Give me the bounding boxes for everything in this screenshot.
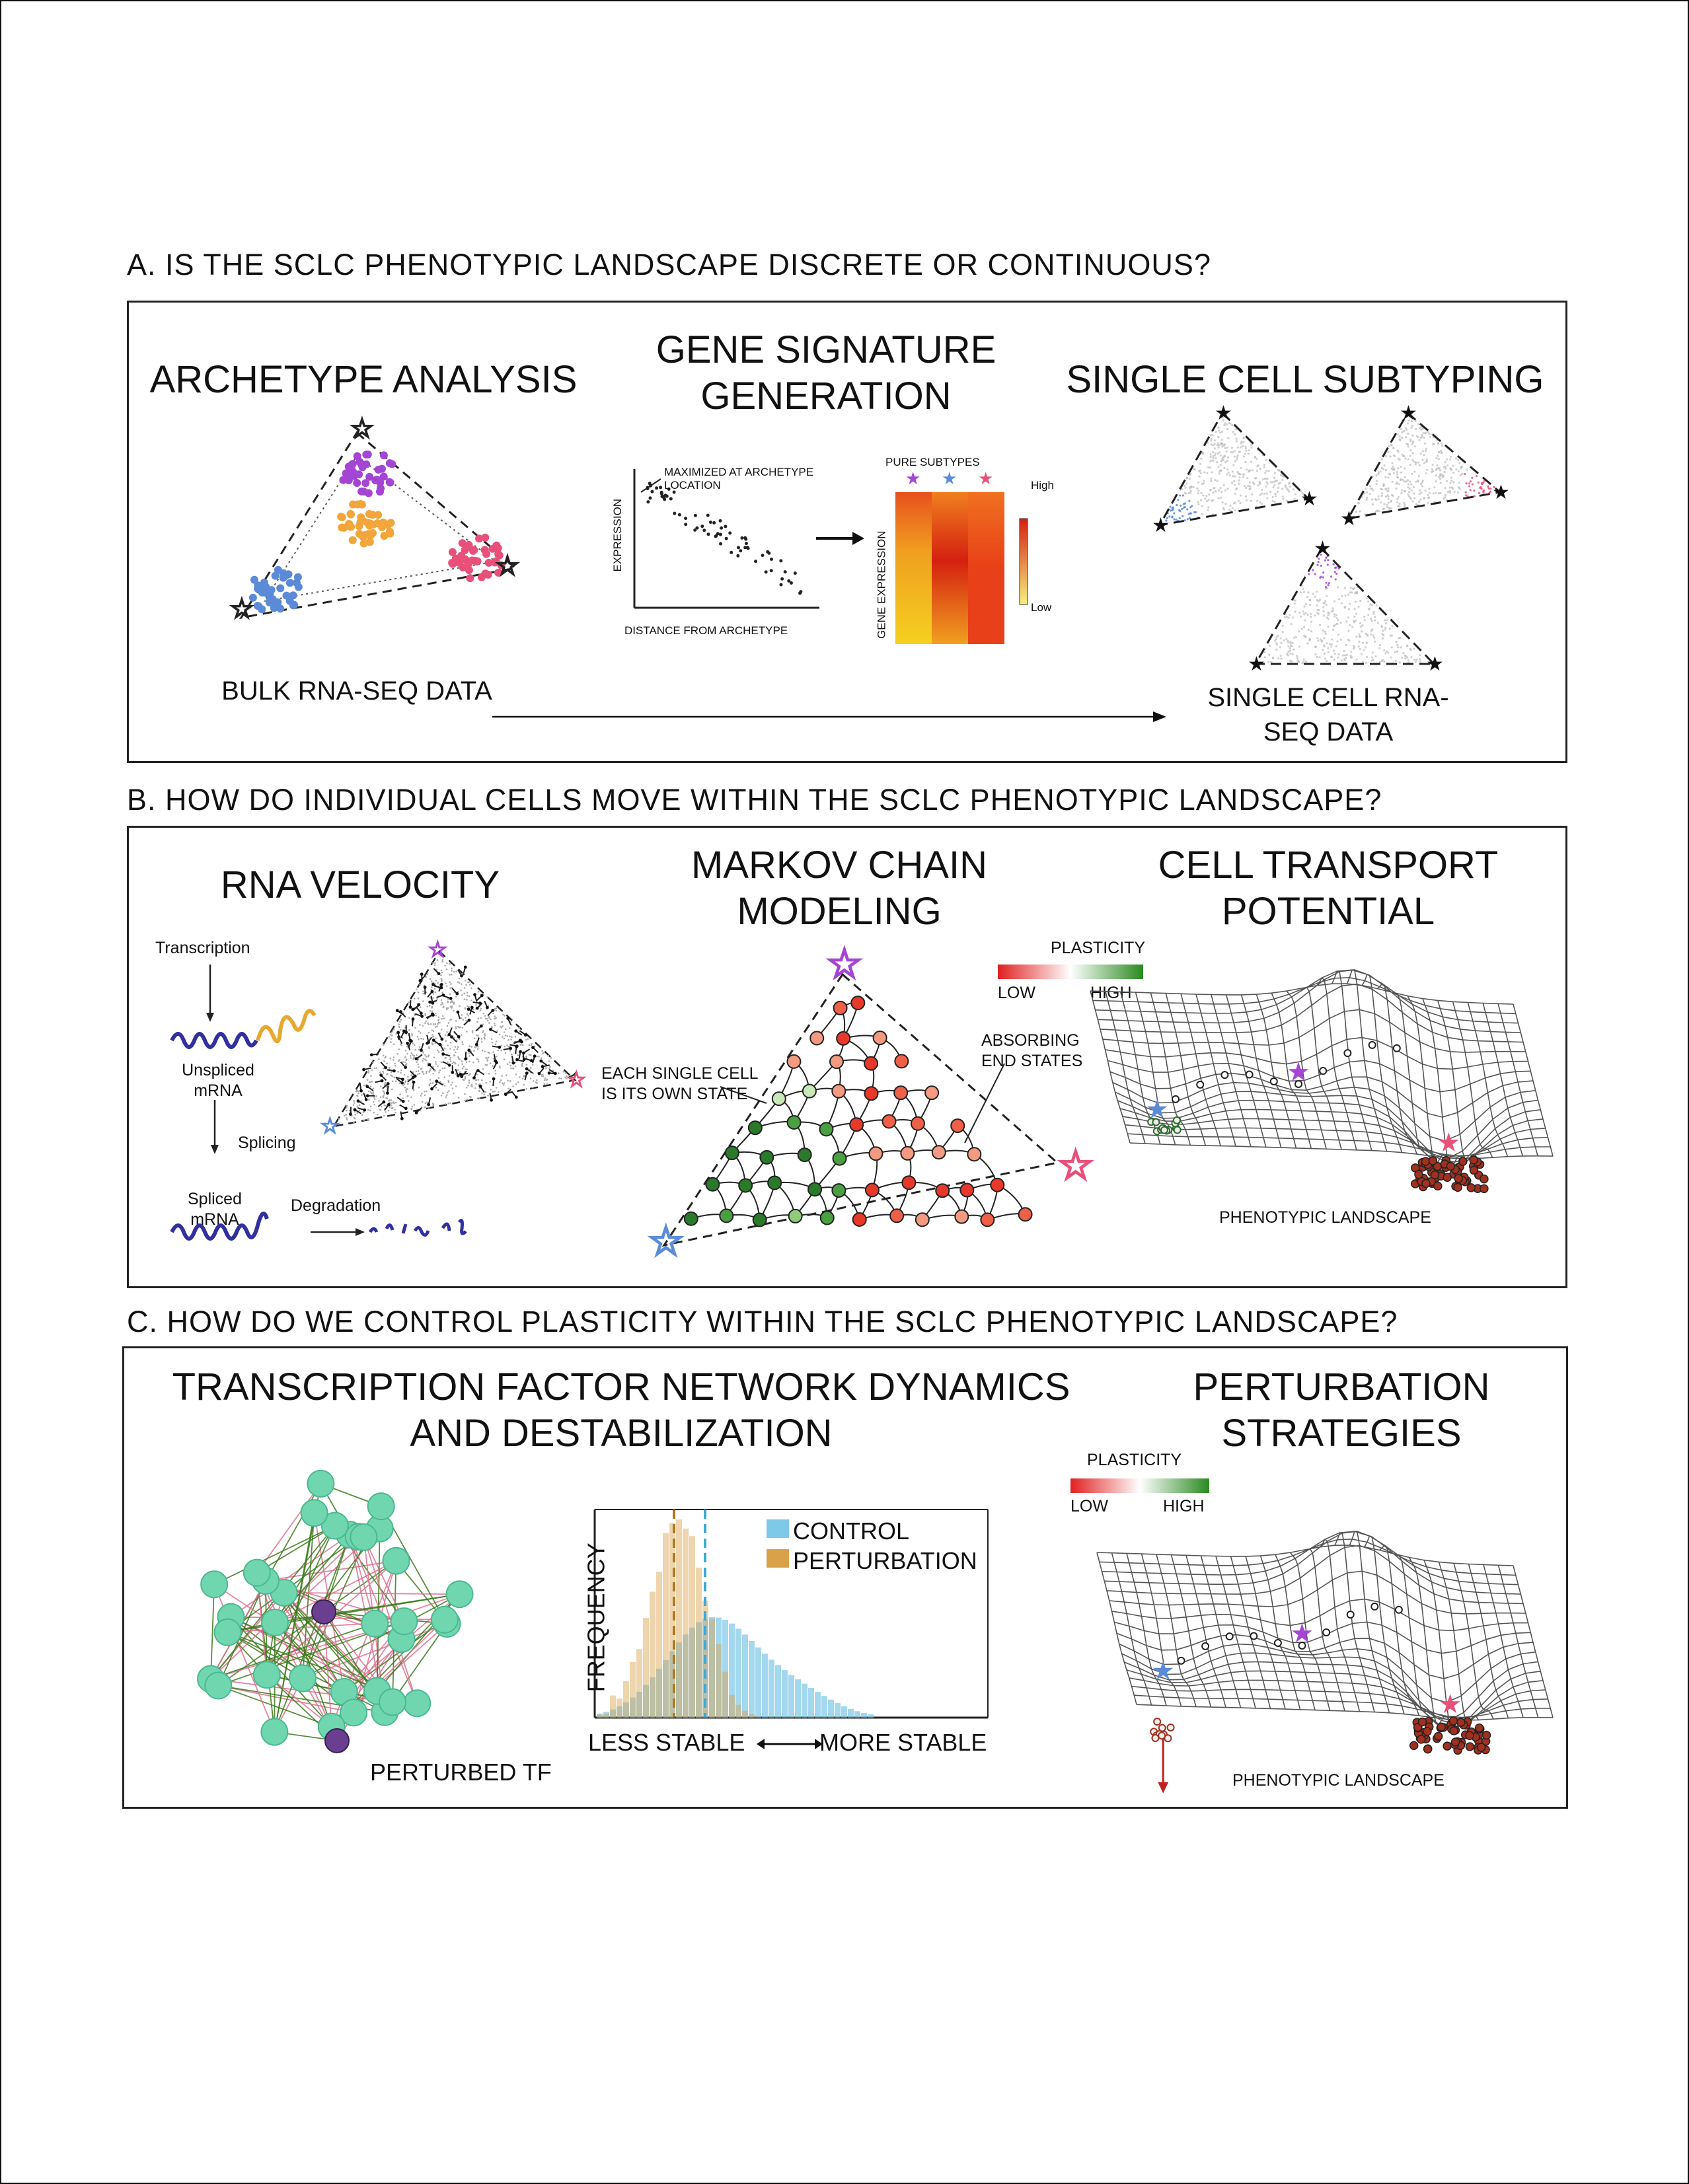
plasticity-high-c: HIGH (1163, 1497, 1205, 1515)
svg-text:★: ★ (1400, 402, 1417, 424)
pure-subtypes-label: PURE SUBTYPES (885, 456, 980, 468)
plasticity-label-c: PLASTICITY (1087, 1451, 1182, 1469)
plasticity-low-b: LOW (998, 984, 1035, 1002)
phenotypic-landscape-c: ★ ★ ★ (1096, 1531, 1554, 1794)
landscape-label-c: PHENOTYPIC LANDSCAPE (1232, 1771, 1445, 1790)
legend-perturbation-label: PERTURBATION (793, 1547, 977, 1574)
svg-text:★: ★ (1215, 402, 1232, 424)
heatmap-high-label: High (1031, 479, 1054, 491)
legend-perturbation-swatch (767, 1549, 789, 1568)
bulk-data-label: BULK RNA-SEQ DATA (221, 676, 492, 706)
subtype-heatmap: ★ ★ ★ (895, 468, 1028, 644)
svg-text:★: ★ (1314, 538, 1332, 560)
markov-star-blue: ☆ (648, 1219, 685, 1264)
svg-text:☆: ☆ (496, 552, 519, 581)
heatmap-low-label: Low (1031, 601, 1052, 614)
markov-star-purple: ☆ (826, 941, 863, 987)
velocity-star-blue: ☆ (320, 1114, 340, 1138)
markov-chain: ☆ ☆ ☆ (647, 941, 1096, 1266)
single-cell-simplices: ★ ★ ★ ★ ★ ★ ★ ★ ★ (1152, 402, 1510, 675)
network-heading: TRANSCRIPTION FACTOR NETWORK DYNAMICS AN… (172, 1365, 1070, 1455)
archetype-simplex: ☆ ☆ ☆ (229, 414, 520, 625)
svg-text:★: ★ (1152, 515, 1170, 536)
splicing-label: Splicing (238, 1134, 296, 1152)
phenotypic-landscape-b: ★ ★ ★ (1090, 969, 1554, 1194)
unspliced-label: Unspliced mRNA (182, 1061, 254, 1101)
transport-heading: CELL TRANSPORT POTENTIAL (1158, 844, 1499, 933)
svg-text:★: ★ (1151, 1657, 1175, 1686)
landscape-label-b: PHENOTYPIC LANDSCAPE (1219, 1208, 1431, 1227)
transcription-label: Transcription (155, 939, 250, 957)
stability-double-arrow (757, 1739, 823, 1749)
section-a-title: A. IS THE SCLC PHENOTYPIC LANDSCAPE DISC… (127, 248, 1211, 281)
signature-heading: GENE SIGNATURE GENERATION (656, 328, 996, 418)
velocity-star-pink: ☆ (567, 1068, 586, 1091)
svg-text:★: ★ (1340, 508, 1358, 530)
stability-histogram (593, 1509, 989, 1719)
tf-network (196, 1469, 474, 1753)
archetype-heading: ARCHETYPE ANALYSIS (149, 358, 578, 401)
plasticity-low-c: LOW (1070, 1497, 1108, 1515)
plasticity-colorbar-c (1070, 1478, 1209, 1493)
svg-text:★: ★ (1287, 1058, 1310, 1087)
rna-velocity-heading: RNA VELOCITY (220, 863, 500, 906)
markov-heading: MARKOV CHAIN MODELING (691, 844, 987, 933)
heatmap-star-blue: ★ (942, 468, 957, 488)
legend-control-swatch (767, 1519, 789, 1538)
svg-text:★: ★ (1492, 482, 1510, 503)
absorbing-label: ABSORBING END STATES (981, 1031, 1083, 1071)
single-cell-heading: SINGLE CELL SUBTYPING (1066, 358, 1544, 401)
markov-star-pink: ☆ (1057, 1143, 1094, 1188)
velocity-star-purple: ☆ (428, 937, 447, 961)
perturbation-heading: PERTURBATION STRATEGIES (1193, 1365, 1490, 1455)
section-b-title: B. HOW DO INDIVIDUAL CELLS MOVE WITHIN T… (127, 783, 1382, 817)
svg-text:★: ★ (1145, 1095, 1169, 1124)
archetype-star-top: ☆ (350, 414, 374, 443)
svg-text:★: ★ (1300, 488, 1318, 510)
svg-text:★: ★ (1291, 1619, 1314, 1648)
distance-axis-label: DISTANCE FROM ARCHETYPE (624, 624, 788, 637)
degradation-label: Degradation (291, 1196, 381, 1215)
arrow-to-heatmap (816, 532, 864, 545)
svg-text:★: ★ (1437, 1128, 1460, 1157)
spliced-label: Spliced mRNA (188, 1190, 242, 1229)
section-c-title: C. HOW DO WE CONTROL PLASTICITY WITHIN T… (127, 1305, 1398, 1338)
velocity-field: ☆ ☆ ☆ (320, 937, 587, 1138)
plasticity-high-b: HIGH (1090, 984, 1132, 1002)
bulk-to-single-arrow (492, 711, 1166, 722)
legend-control-label: CONTROL (793, 1517, 910, 1545)
svg-text:★: ★ (1248, 653, 1265, 675)
plasticity-label-b: PLASTICITY (1051, 939, 1146, 957)
expression-scatter (633, 469, 819, 609)
svg-text:★: ★ (1426, 653, 1444, 675)
panel-c (122, 1346, 1568, 1809)
maximized-annotation: MAXIMIZED AT ARCHETYPE LOCATION (664, 466, 814, 492)
plasticity-colorbar-b (998, 965, 1143, 979)
panel-b (127, 826, 1567, 1288)
gene-expression-axis-label: GENE EXPRESSION (875, 530, 888, 639)
svg-text:☆: ☆ (230, 595, 254, 624)
expression-axis-label: EXPRESSION (611, 498, 624, 572)
rna-process-diagram (170, 965, 467, 1241)
single-cell-data-label: SINGLE CELL RNA-SEQ DATA (1207, 683, 1449, 746)
frequency-axis-label: FREQUENCY (582, 1543, 610, 1693)
more-stable-label: MORE STABLE (819, 1729, 987, 1756)
less-stable-label: LESS STABLE (588, 1729, 745, 1756)
each-cell-label: EACH SINGLE CELL IS ITS OWN STATE (601, 1064, 758, 1104)
perturbed-tf-label: PERTURBED TF (370, 1759, 552, 1786)
panel-a (127, 301, 1567, 763)
heatmap-star-pink: ★ (978, 468, 993, 488)
heatmap-star-purple: ★ (905, 468, 920, 488)
svg-text:★: ★ (1439, 1690, 1462, 1719)
